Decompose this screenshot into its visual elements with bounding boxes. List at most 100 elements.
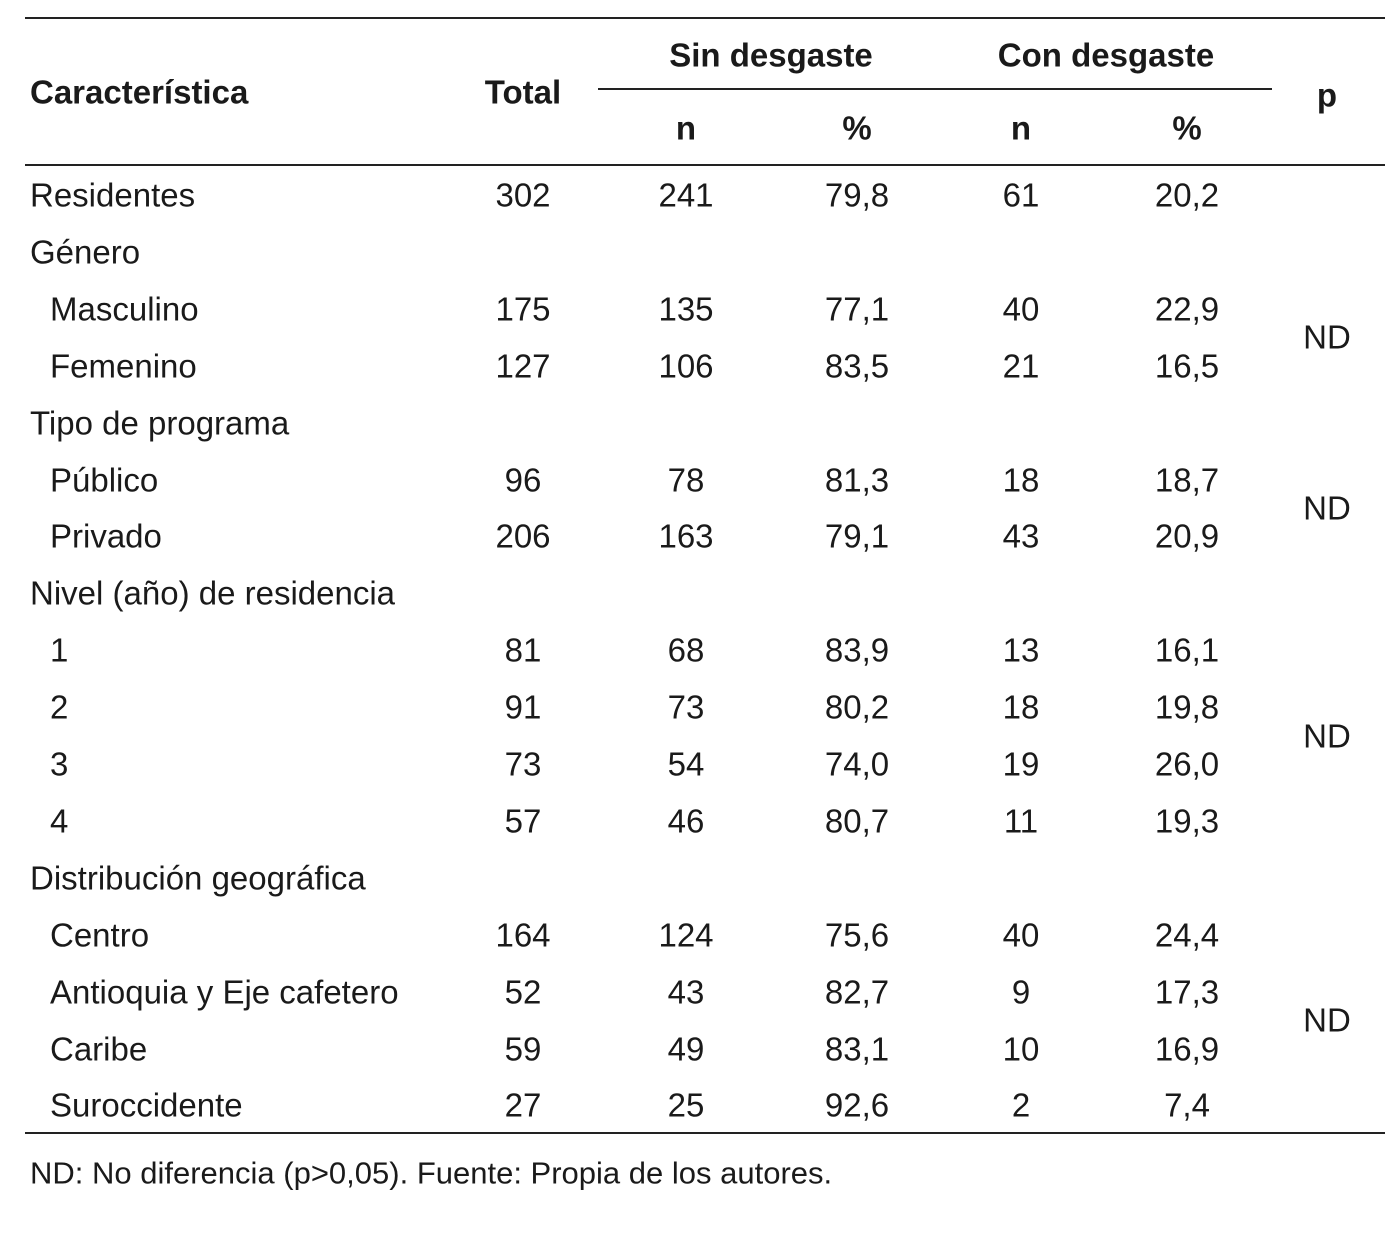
cell: 83,5: [824, 347, 890, 385]
sub-header: %: [1172, 109, 1202, 147]
cell: 75,6: [824, 916, 890, 954]
cell: 19,8: [1154, 688, 1220, 726]
cell: 127: [495, 347, 551, 385]
cell: 46: [667, 802, 705, 840]
cell: 20,9: [1154, 517, 1220, 555]
cell: 96: [504, 461, 542, 498]
header-cell: Total: [484, 73, 562, 111]
cell: 73: [667, 688, 705, 726]
header-cell: Característica: [30, 73, 249, 111]
row-label: Caribe: [50, 1030, 148, 1067]
cell: 13: [1002, 631, 1040, 669]
cell: 11: [1003, 802, 1039, 840]
cell: 57: [504, 802, 542, 840]
cell: 73: [504, 745, 542, 783]
cell: 7,4: [1164, 1086, 1210, 1124]
cell: 22,9: [1154, 290, 1220, 328]
cell: 18: [1002, 461, 1040, 498]
cell: 91: [504, 688, 542, 726]
cell: 16,9: [1154, 1030, 1220, 1067]
p-value: ND: [1303, 717, 1351, 755]
cell: 163: [658, 517, 714, 555]
cell: 10: [1002, 1030, 1040, 1067]
cell: 54: [667, 745, 705, 783]
row-label: Residentes: [30, 176, 196, 214]
cell: 81,3: [824, 461, 890, 498]
cell: 17,3: [1154, 973, 1220, 1011]
group-header: Sin desgaste: [669, 36, 873, 74]
cell: 20,2: [1154, 176, 1220, 214]
cell: 19,3: [1154, 802, 1220, 840]
p-value: ND: [1303, 489, 1351, 527]
cell: 49: [667, 1030, 705, 1067]
cell: 83,1: [824, 1030, 890, 1067]
cell: 80,2: [824, 688, 890, 726]
row-label: Público: [50, 461, 159, 498]
cell: 21: [1002, 347, 1040, 385]
cell: 80,7: [824, 802, 890, 840]
row-label: 4: [50, 802, 69, 840]
group-header: Con desgaste: [997, 36, 1215, 74]
cell: 79,8: [824, 176, 890, 214]
cell: 79,1: [824, 517, 890, 555]
cell: 124: [658, 916, 714, 954]
cell: 24,4: [1154, 916, 1220, 954]
cell: 40: [1002, 290, 1040, 328]
cell: 25: [667, 1086, 705, 1124]
row-label: Antioquia y Eje cafetero: [50, 973, 399, 1011]
group-rule: [598, 88, 1272, 90]
cell: 9: [1011, 973, 1031, 1011]
cell: 206: [495, 517, 551, 555]
cell: 106: [658, 347, 714, 385]
bottom-rule: [25, 1132, 1385, 1134]
row-label: 1: [50, 631, 69, 669]
header-cell: p: [1316, 76, 1338, 114]
cell: 27: [504, 1086, 542, 1124]
cell: 82,7: [824, 973, 890, 1011]
cell: 241: [658, 176, 714, 214]
cell: 81: [504, 631, 542, 669]
cell: 68: [667, 631, 705, 669]
header-rule: [25, 164, 1385, 166]
cell: 43: [667, 973, 705, 1011]
cell: 92,6: [824, 1086, 890, 1124]
p-value: ND: [1303, 318, 1351, 356]
row-label: Femenino: [50, 347, 197, 385]
cell: 26,0: [1154, 745, 1220, 783]
cell: 78: [667, 461, 705, 498]
row-label: 3: [50, 745, 69, 783]
footnote: ND: No diferencia (p>0,05). Fuente: Prop…: [30, 1155, 833, 1191]
row-label: Masculino: [50, 290, 199, 328]
p-value: ND: [1303, 1001, 1351, 1039]
sub-header: %: [842, 109, 872, 147]
cell: 77,1: [824, 290, 890, 328]
sub-header: n: [675, 109, 697, 147]
section-title: Género: [30, 233, 141, 271]
cell: 16,1: [1154, 631, 1220, 669]
cell: 16,5: [1154, 347, 1220, 385]
cell: 135: [658, 290, 714, 328]
cell: 175: [495, 290, 551, 328]
section-title: Distribución geográfica: [30, 859, 366, 897]
cell: 164: [495, 916, 551, 954]
cell: 59: [504, 1030, 542, 1067]
cell: 52: [504, 973, 542, 1011]
row-label: 2: [50, 688, 69, 726]
row-label: Centro: [50, 916, 150, 954]
cell: 302: [495, 176, 551, 214]
row-label: Suroccidente: [50, 1086, 243, 1124]
cell: 2: [1011, 1086, 1031, 1124]
cell: 83,9: [824, 631, 890, 669]
cell: 18: [1002, 688, 1040, 726]
section-title: Tipo de programa: [30, 404, 290, 442]
cell: 43: [1002, 517, 1040, 555]
cell: 19: [1002, 745, 1040, 783]
top-rule: [25, 17, 1385, 19]
cell: 18,7: [1154, 461, 1220, 498]
cell: 74,0: [824, 745, 890, 783]
section-title: Nivel (año) de residencia: [30, 574, 396, 612]
cell: 40: [1002, 916, 1040, 954]
row-label: Privado: [50, 517, 162, 555]
cell: 61: [1002, 176, 1040, 214]
